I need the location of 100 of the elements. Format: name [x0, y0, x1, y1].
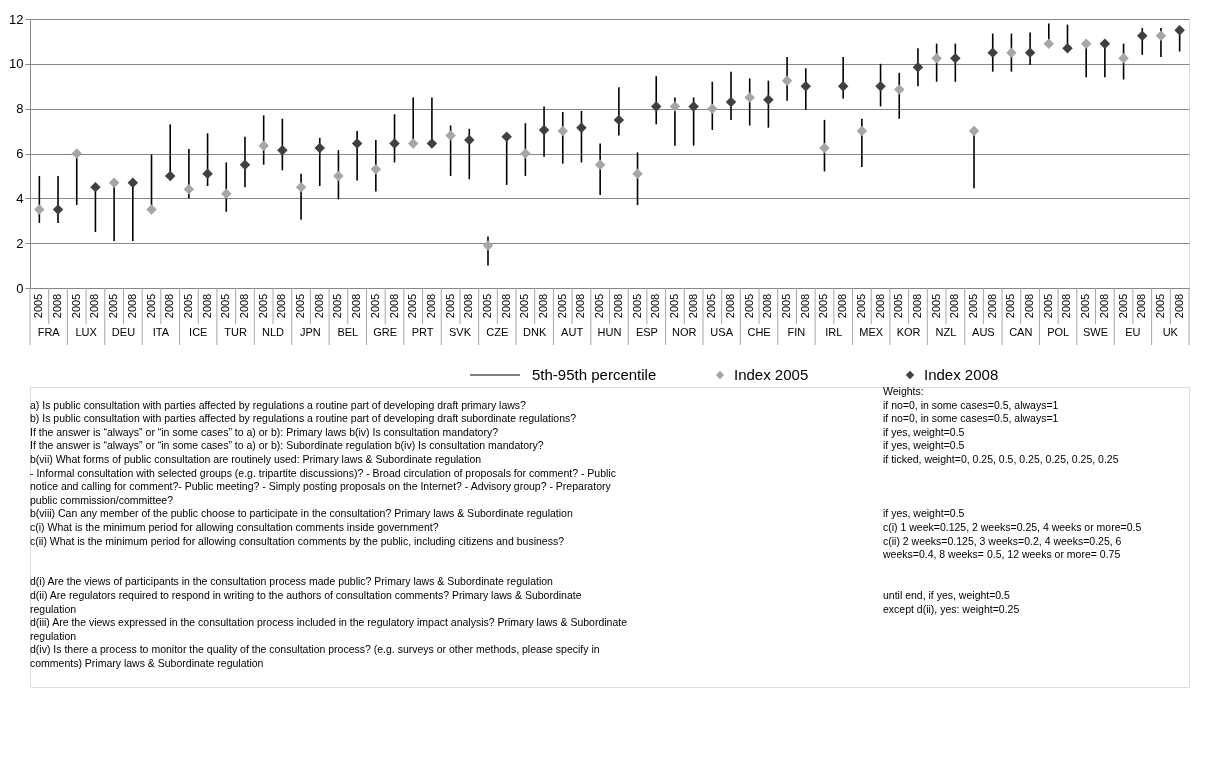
x-tick-label: 2005 [480, 293, 493, 319]
text: b) Is public consultation with parties affected by regulations a routine part of developing draft subordinate regulations? [30, 412, 577, 425]
text: LUX [75, 326, 98, 338]
point [370, 163, 382, 175]
point [127, 177, 139, 188]
text: IRL [825, 326, 843, 338]
text: FRA [37, 326, 61, 338]
x-tick-label: 2008 [350, 293, 363, 319]
point [819, 142, 830, 154]
text: c(ii) 2 weeks=0.125, 3 weeks=0.2, 4 weeks=0.25, 6 [883, 534, 1122, 547]
point [950, 52, 961, 64]
text: c(ii) What is the minimum period for allowing consultation comments by the public, including citizens and business? [30, 534, 565, 547]
x-tick-label: 2005 [181, 293, 194, 319]
text: if yes, weight=0.5 [883, 425, 965, 438]
x-tick-label: 2008 [836, 293, 849, 319]
x-tick-label: 2005 [331, 293, 344, 319]
point [763, 94, 774, 105]
x-tick-label: 2005 [443, 293, 456, 319]
x-tick-label: 2005 [780, 293, 793, 319]
text: HUN [597, 326, 622, 338]
point [34, 204, 45, 215]
x-tick-label: 2005 [107, 293, 120, 319]
x-tick-label: 2005 [967, 293, 980, 319]
x-tick-label: 2005 [1079, 293, 1092, 319]
x-tick-label: 2008 [910, 293, 923, 319]
text: if no=0, in some cases=0.5, always=1 [883, 412, 1059, 425]
x-tick-label: 2005 [1004, 293, 1017, 319]
x-tick-label: 2005 [368, 293, 381, 319]
text: if yes, weight=0.5 [883, 439, 965, 452]
y-tick-label: 10 [9, 56, 24, 72]
point [202, 168, 213, 179]
y-tick-label: 12 [9, 11, 24, 27]
text: USA [710, 326, 734, 338]
point [183, 184, 195, 195]
x-tick-label: 2005 [854, 293, 867, 319]
text: DEU [111, 326, 136, 338]
text: except d(ii), yes: weight=0.25 [883, 602, 1020, 615]
text: - Informal consultation with selected groups (e.g. tripartite discussions)? - Broad circulation of proposals for comment? - Public [30, 466, 616, 479]
text: POL [1047, 326, 1070, 338]
point [781, 75, 793, 86]
x-tick-label: 2008 [649, 293, 662, 319]
point [837, 81, 849, 92]
point [707, 103, 718, 114]
point [669, 101, 681, 112]
x-tick-label: 2005 [705, 293, 718, 319]
x-tick-label: 2008 [798, 293, 811, 319]
point [744, 92, 755, 103]
point [538, 124, 550, 136]
text: UK [1162, 326, 1179, 338]
point [90, 181, 101, 193]
point [426, 138, 438, 149]
text: regulation [30, 602, 77, 615]
text: c(i) 1 week=0.125, 2 weeks=0.25, 4 weeks or more=0.5 [883, 521, 1142, 533]
x-tick-label: 2005 [1153, 293, 1166, 319]
text: KOR [896, 326, 921, 338]
point [52, 204, 64, 215]
point [389, 138, 400, 149]
text: If the answer is “always” or “in some cases” to a) or b): Subordinate regulation b(iv) Is consultation mandatory? [30, 439, 544, 452]
x-tick-label: 2008 [51, 293, 64, 319]
text: b(viii) Can any member of the public choose to participate in the consultation? Primary laws & Subordinate regulation [30, 507, 573, 520]
x-tick-label: 2008 [1172, 293, 1185, 319]
x-tick-label: 2008 [574, 293, 587, 319]
x-tick-label: 2005 [256, 293, 269, 319]
text: NZL [935, 326, 957, 338]
text: BEL [337, 326, 359, 338]
x-tick-label: 2005 [69, 293, 82, 319]
point [987, 47, 998, 58]
x-tick-label: 2005 [817, 293, 830, 319]
text: MEX [859, 326, 884, 338]
point [594, 159, 606, 170]
text: until end, if yes, weight=0.5 [883, 589, 1011, 601]
x-tick-label: 2005 [630, 293, 643, 319]
text: d(ii) Are regulators required to respond in writing to the authors of consultation comments? Primary laws & Subordinate [30, 589, 582, 601]
point [875, 81, 886, 92]
text: public commission/committee? [30, 493, 174, 506]
text: ITA [152, 326, 170, 338]
point [464, 134, 475, 146]
text: Weights: [883, 385, 924, 397]
y-tick-label: 6 [16, 146, 24, 161]
text: d(iii) Are the views expressed in the consultation process included in the regulatory impact analysis? Primary laws & Subordinate [30, 616, 628, 629]
point [613, 114, 625, 126]
x-tick-label: 2005 [144, 293, 157, 319]
text: JPN [300, 326, 321, 338]
x-tick-label: 2005 [892, 293, 905, 319]
x-tick-label: 2008 [1097, 293, 1110, 319]
x-tick-label: 2008 [1023, 293, 1036, 319]
x-tick-label: 2008 [499, 293, 512, 319]
x-tick-label: 2008 [1060, 293, 1073, 319]
point [688, 101, 699, 112]
point [800, 81, 812, 92]
point [351, 138, 363, 149]
point [146, 204, 157, 215]
point [1080, 38, 1092, 49]
text: SWE [1083, 326, 1109, 338]
point [1099, 38, 1111, 49]
point [1137, 30, 1148, 42]
text: AUS [972, 326, 995, 338]
x-tick-label: 2008 [424, 293, 437, 319]
text: notice and calling for comment?- Public meeting? - Simply posting proposals on the Internet? - Advisory group? - Preparatory [30, 480, 612, 493]
point [258, 140, 269, 151]
